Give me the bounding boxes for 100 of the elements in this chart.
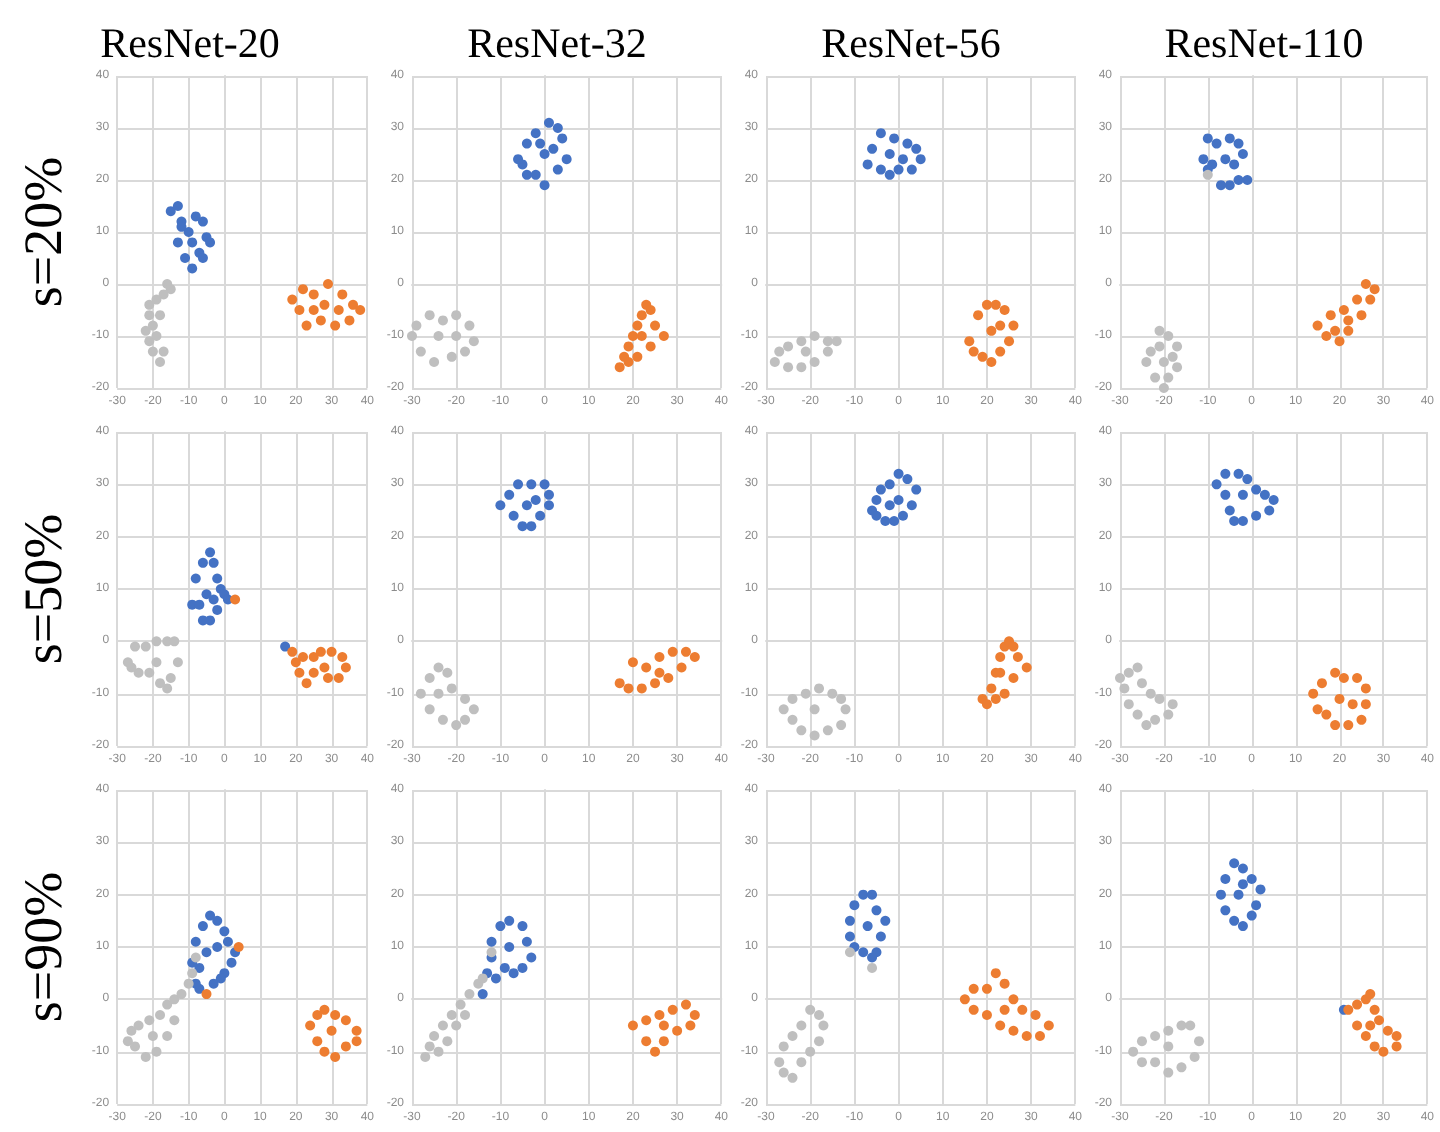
point	[1369, 1004, 1380, 1015]
point	[1237, 863, 1248, 874]
point	[650, 1046, 661, 1057]
point	[1136, 1036, 1147, 1047]
point	[130, 1041, 141, 1052]
point	[464, 989, 475, 1000]
point	[1352, 294, 1363, 305]
point	[809, 331, 820, 341]
point	[1194, 1036, 1205, 1047]
point	[1343, 720, 1354, 731]
point	[1163, 1041, 1174, 1052]
point	[1229, 915, 1240, 926]
point	[144, 667, 155, 678]
point	[840, 704, 851, 715]
point	[800, 346, 811, 357]
point	[769, 357, 780, 367]
point	[144, 1015, 155, 1026]
point	[1334, 693, 1345, 704]
point	[1242, 175, 1253, 185]
point	[151, 1046, 162, 1057]
point	[1321, 709, 1332, 720]
point	[862, 159, 873, 170]
point	[499, 962, 510, 973]
point	[280, 641, 291, 652]
point	[1382, 1025, 1393, 1036]
point	[1185, 1020, 1196, 1031]
point	[1356, 310, 1367, 321]
point	[778, 1041, 789, 1052]
point	[875, 484, 886, 495]
point	[212, 573, 223, 584]
point	[1154, 341, 1165, 352]
point	[862, 921, 873, 932]
point	[1198, 154, 1209, 165]
point	[1330, 720, 1341, 731]
point	[308, 667, 319, 678]
point	[1123, 699, 1134, 710]
point	[544, 117, 554, 128]
point	[1163, 709, 1174, 720]
point	[140, 1051, 151, 1062]
point	[800, 688, 811, 699]
point	[486, 947, 497, 958]
point	[517, 921, 528, 932]
point	[330, 1051, 341, 1062]
point	[774, 346, 785, 357]
point	[201, 989, 212, 1000]
point	[995, 1020, 1006, 1031]
chart-title: ResNet-110	[1164, 19, 1364, 67]
point	[880, 515, 891, 526]
point	[1163, 1025, 1174, 1036]
point	[205, 910, 216, 921]
point	[986, 683, 997, 694]
point	[672, 1025, 683, 1036]
point	[836, 693, 847, 704]
point	[685, 1020, 696, 1031]
point	[1360, 279, 1371, 289]
point	[315, 646, 326, 657]
point	[201, 947, 212, 958]
point	[424, 1041, 435, 1052]
point	[147, 320, 158, 331]
point	[663, 672, 674, 683]
point	[627, 331, 638, 341]
point	[455, 999, 466, 1010]
point	[348, 299, 359, 310]
point	[999, 978, 1010, 989]
point	[552, 164, 563, 175]
point	[680, 999, 691, 1010]
point	[308, 652, 319, 663]
point	[911, 143, 922, 154]
point	[290, 657, 301, 668]
point	[915, 154, 926, 165]
point	[867, 889, 878, 900]
point	[1391, 1030, 1402, 1041]
point	[809, 730, 820, 741]
point	[144, 299, 155, 310]
point	[1145, 688, 1156, 699]
point	[689, 1010, 700, 1021]
point	[504, 915, 515, 926]
point	[337, 652, 348, 663]
point	[999, 305, 1010, 315]
point	[636, 331, 647, 341]
point	[351, 1025, 362, 1036]
point	[787, 714, 798, 725]
point	[226, 957, 237, 968]
point	[165, 672, 176, 683]
point	[508, 510, 519, 521]
point	[1365, 294, 1376, 305]
point	[337, 289, 348, 300]
point	[197, 253, 208, 263]
point	[1132, 662, 1143, 673]
point	[539, 149, 550, 159]
point	[308, 289, 319, 300]
point	[1176, 1020, 1187, 1031]
point	[623, 341, 634, 352]
point	[446, 1010, 457, 1021]
point	[1233, 138, 1244, 149]
point	[460, 714, 471, 725]
point	[517, 962, 528, 973]
point	[667, 646, 678, 657]
point	[1352, 1020, 1363, 1031]
point	[1167, 351, 1178, 362]
